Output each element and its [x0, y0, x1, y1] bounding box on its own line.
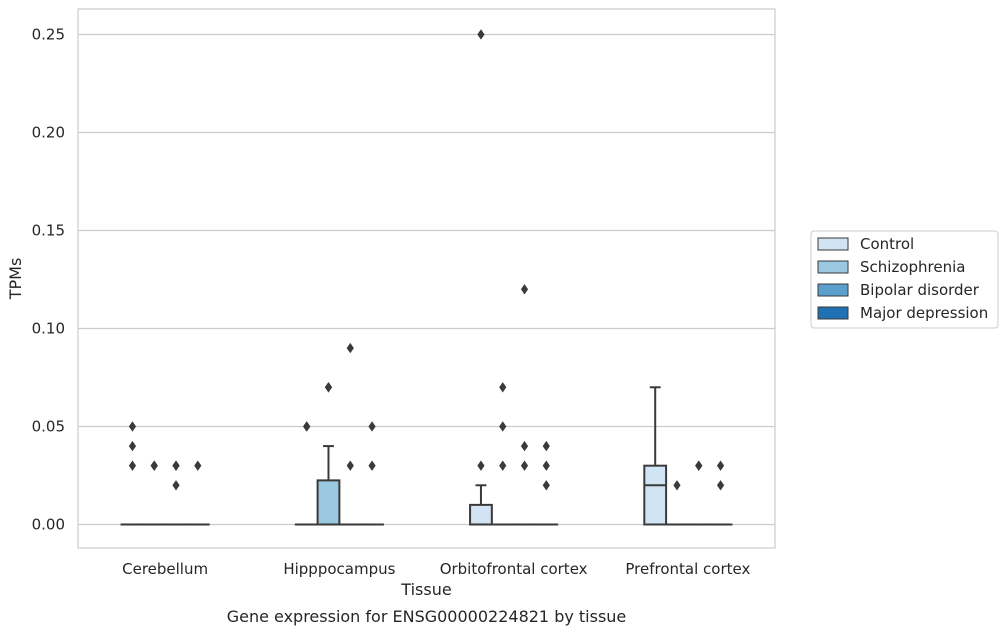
box-body — [469, 503, 493, 526]
outlier-point — [695, 460, 703, 471]
chart-caption: Gene expression for ENSG00000224821 by t… — [227, 607, 627, 626]
outlier-point — [128, 460, 137, 471]
box-schizophrenia — [316, 445, 341, 526]
x-tick-label: Orbitofrontal cortex — [440, 560, 588, 578]
y-tick-label: 0.05 — [32, 417, 65, 435]
box-body — [316, 479, 341, 526]
outlier-point — [673, 480, 681, 491]
outlier-point — [368, 460, 376, 471]
x-tick-label: Hipppocampus — [283, 560, 395, 578]
outlier-point — [346, 342, 354, 354]
outlier-point — [346, 460, 354, 471]
outlier-point — [499, 382, 507, 393]
y-tick-label: 0.15 — [32, 221, 65, 239]
outlier-point — [520, 284, 529, 295]
outlier-point — [128, 421, 137, 432]
outlier-point — [499, 421, 507, 432]
legend-swatch — [817, 260, 849, 274]
x-tick-label: Prefrontal cortex — [625, 560, 750, 578]
x-tick-label: Cerebellum — [122, 560, 208, 578]
outlier-point — [542, 480, 550, 491]
outlier-point — [499, 460, 507, 471]
outlier-point — [172, 460, 180, 471]
legend: Control Schizophrenia Bipolar disorder Majo… — [810, 230, 999, 329]
box-control — [469, 484, 493, 526]
legend-label: Bipolar disorder — [860, 281, 980, 299]
outlier-point — [150, 460, 158, 471]
outlier-point — [368, 421, 376, 432]
plot-area-frame — [77, 8, 776, 549]
outlier-point — [716, 480, 725, 491]
legend-swatch — [817, 237, 849, 251]
box-control — [643, 386, 668, 526]
box-body — [643, 464, 668, 526]
y-tick-label: 0.25 — [32, 25, 65, 43]
outlier-point — [477, 460, 485, 471]
grid-lines — [78, 33, 775, 526]
outlier-point — [542, 460, 550, 471]
y-tick-label: 0.20 — [32, 123, 65, 141]
box-series — [120, 386, 733, 526]
legend-swatch — [817, 283, 849, 297]
y-axis-ticks: 0.00 0.05 0.10 0.15 0.20 0.25 — [32, 25, 65, 533]
legend-label: Schizophrenia — [860, 258, 965, 276]
outlier-point — [303, 421, 311, 432]
legend-swatch — [817, 306, 849, 320]
outlier-point — [172, 480, 180, 491]
outlier-point — [520, 460, 529, 471]
legend-label: Major depression — [860, 304, 988, 322]
x-axis-ticks: Cerebellum Hipppocampus Orbitofrontal cort… — [122, 560, 750, 578]
outlier-points — [128, 29, 725, 491]
outlier-point — [128, 440, 137, 452]
outlier-point — [542, 440, 550, 452]
y-tick-label: 0.10 — [32, 319, 65, 337]
y-tick-label: 0.00 — [32, 515, 65, 533]
outlier-point — [477, 29, 485, 40]
x-axis-title: Tissue — [400, 580, 451, 599]
y-axis-title: TPMs — [6, 258, 25, 301]
legend-frame — [810, 230, 999, 329]
outlier-point — [194, 460, 202, 471]
legend-label: Control — [860, 235, 914, 253]
outlier-point — [324, 382, 333, 393]
outlier-point — [520, 440, 529, 452]
outlier-point — [716, 460, 725, 471]
